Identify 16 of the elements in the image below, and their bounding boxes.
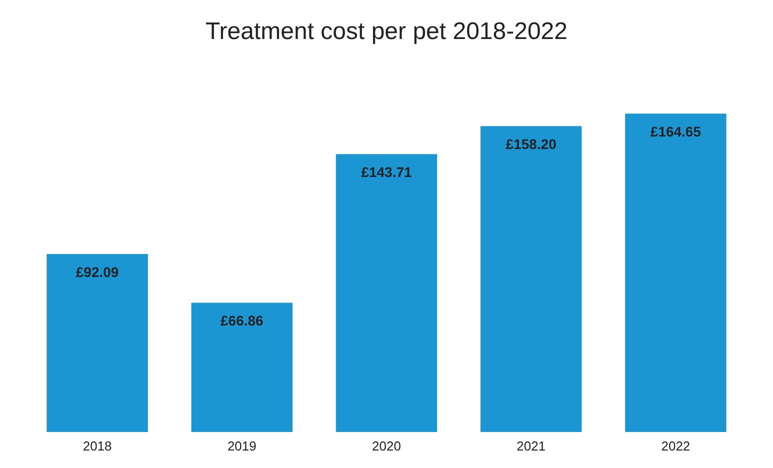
bar [480, 126, 582, 432]
chart-title: Treatment cost per pet 2018-2022 [206, 18, 568, 45]
bar [625, 114, 726, 432]
data-label: £158.20 [506, 136, 557, 152]
x-tick-label: 2021 [516, 438, 546, 454]
x-tick-label: 2019 [227, 438, 256, 454]
data-label: £92.09 [76, 264, 119, 280]
data-label: £66.86 [220, 312, 264, 329]
bar [191, 302, 293, 432]
bar [336, 154, 438, 432]
x-tick-label: 2020 [372, 438, 401, 454]
data-label: £164.65 [650, 124, 702, 140]
bar [46, 254, 148, 432]
x-tick-label: 2018 [82, 438, 112, 454]
x-tick-label: 2022 [661, 438, 690, 454]
data-label: £143.71 [361, 164, 412, 180]
